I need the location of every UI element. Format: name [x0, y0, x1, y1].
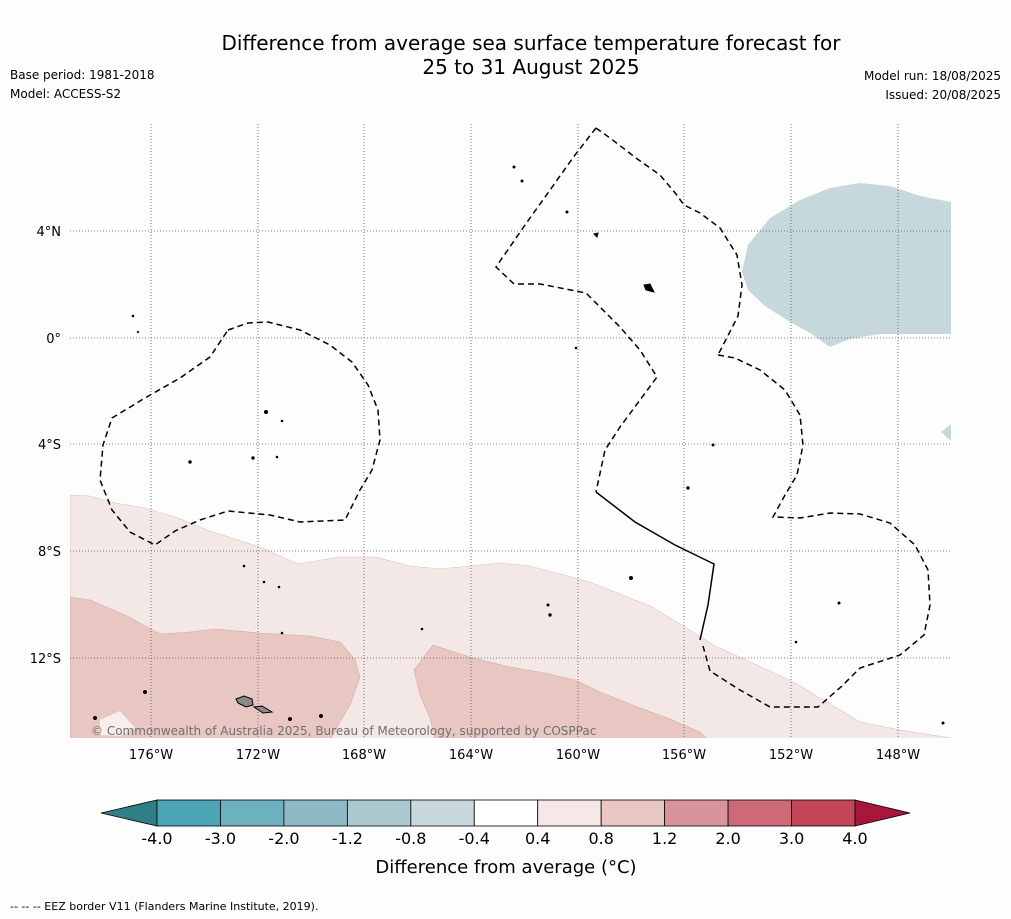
colorbar-ticks: -4.0 -3.0 -2.0 -1.2 -0.8 -0.4 0.4 0.8 1.2 2.0 3.0 4… [141, 829, 867, 848]
colorbar-tick-label: 4.0 [842, 829, 867, 848]
base-period: Base period: 1981-2018 [10, 68, 155, 82]
model-name: Model: ACCESS-S2 [10, 87, 122, 101]
anomaly-fill-light-cool [742, 183, 951, 347]
colorbar-segment [156, 799, 221, 827]
eez-borders [99, 127, 931, 708]
lon-labels: 176°W 172°W 168°W 164°W 160°W 156°W 152°… [129, 748, 920, 763]
colorbar-segment [346, 799, 412, 827]
lat-label: 12°S [30, 652, 61, 667]
map-area: © Commonwealth of Australia 2025, Bureau… [70, 124, 951, 738]
colorbar-segment [410, 799, 475, 827]
colorbar-segment [664, 799, 729, 827]
colorbar-tick-label: 0.4 [525, 829, 550, 848]
lon-label: 168°W [342, 748, 386, 763]
eez-border-north-west [495, 127, 658, 493]
colorbar-title: Difference from average (°C) [375, 857, 636, 878]
meta-right: Model run: 18/08/2025 Issued: 20/08/2025 [864, 67, 1001, 105]
title-line-2: 25 to 31 August 2025 [422, 55, 640, 79]
colorbar-extend-low [100, 799, 158, 827]
colorbar-extend-high [854, 799, 911, 827]
anomaly-fill-mid-warm-west [70, 596, 361, 738]
meta-left: Base period: 1981-2018 Model: ACCESS-S2 [10, 66, 155, 104]
colorbar-tick-label: -2.0 [268, 829, 299, 848]
graticule [70, 124, 951, 738]
colorbar-tick-label: -4.0 [141, 829, 172, 848]
model-run: Model run: 18/08/2025 [863, 69, 1001, 83]
lon-label: 156°W [662, 748, 706, 763]
colorbar-tick-label: -0.8 [395, 829, 426, 848]
lon-label: 164°W [449, 748, 493, 763]
eez-legend-note: -- -- -- EEZ border V11 (Flanders Marine… [10, 900, 319, 913]
map-title: Difference from average sea surface temp… [0, 31, 1011, 79]
colorbar-segment [473, 799, 539, 827]
colorbar-segment [791, 799, 856, 827]
colorbar-segment [600, 799, 666, 827]
lon-label: 160°W [556, 748, 600, 763]
issued-date: Issued: 20/08/2025 [885, 88, 1001, 102]
lat-label: 0° [46, 332, 61, 347]
colorbar-tick-label: 3.0 [779, 829, 804, 848]
copyright-notice: © Commonwealth of Australia 2025, Bureau… [91, 724, 596, 738]
eez-border-west [99, 321, 381, 546]
islands [93, 165, 945, 725]
island-samoa-west [235, 695, 254, 708]
eez-border-north [595, 127, 743, 356]
island-samoa-east [252, 705, 274, 714]
colorbar-segment [220, 799, 285, 827]
anomaly-fill-mid-warm-central [413, 644, 707, 738]
colorbar-tick-label: 0.8 [588, 829, 613, 848]
colorbar-segment [283, 799, 348, 827]
anomaly-fill-light-cool-edge [941, 424, 951, 441]
colorbar-tick-label: 2.0 [715, 829, 740, 848]
lon-label: 176°W [129, 748, 173, 763]
colorbar-tick-label: -3.0 [205, 829, 236, 848]
lat-labels: 4°N 0° 4°S 8°S 12°S [30, 225, 61, 667]
lon-label: 148°W [876, 748, 920, 763]
eez-border-solid [595, 491, 715, 641]
eez-border-east [702, 354, 931, 708]
colorbar-tick-label: 1.2 [652, 829, 677, 848]
lon-label: 172°W [236, 748, 280, 763]
colorbar-tick-label: -0.4 [459, 829, 490, 848]
lat-label: 8°S [38, 545, 61, 560]
colorbar-segment [727, 799, 792, 827]
lon-label: 152°W [769, 748, 813, 763]
anomaly-fill-white-patch [100, 711, 135, 736]
title-line-1: Difference from average sea surface temp… [221, 31, 841, 55]
lat-label: 4°N [37, 225, 62, 240]
lat-label: 4°S [38, 438, 61, 453]
colorbar-tick-label: -1.2 [332, 829, 363, 848]
colorbar [100, 799, 911, 827]
colorbar-segment [537, 799, 602, 827]
